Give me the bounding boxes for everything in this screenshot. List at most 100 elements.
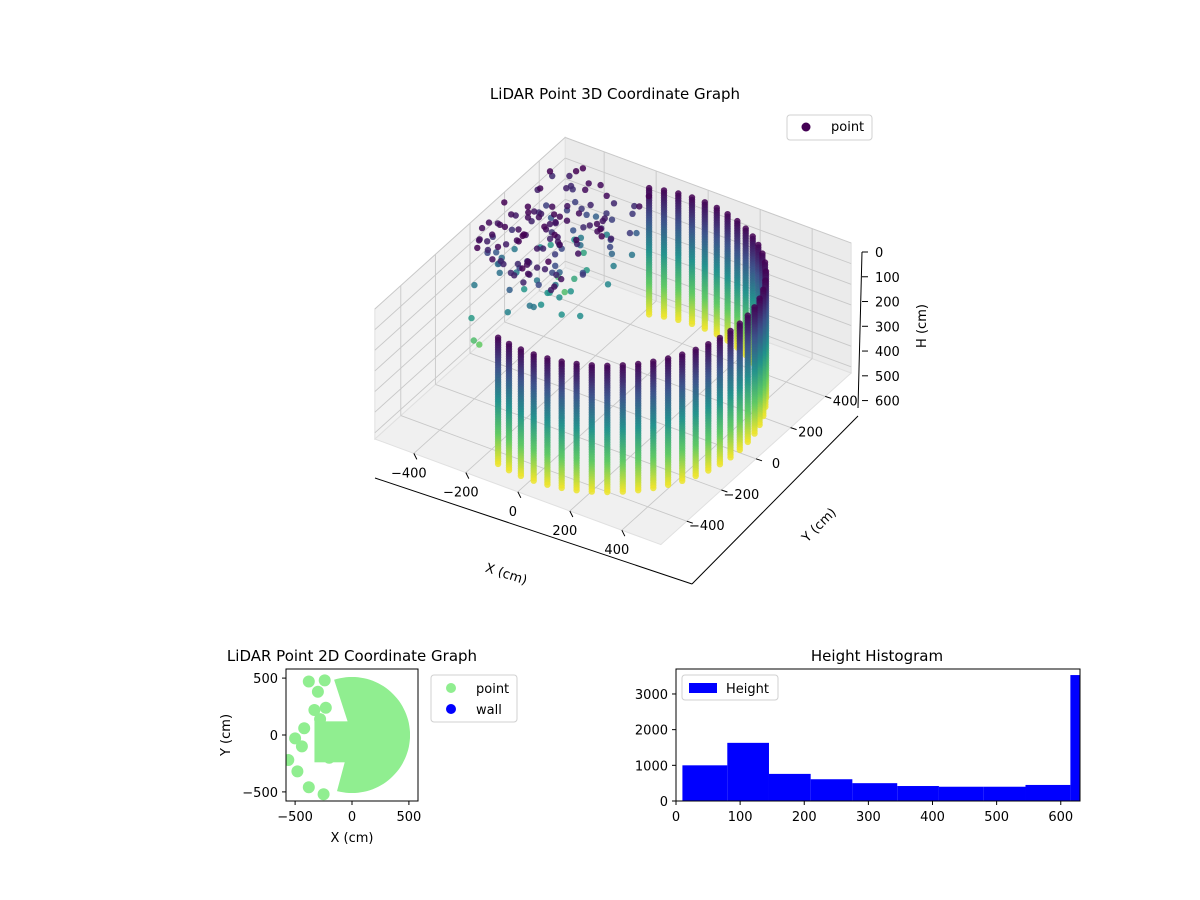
3d-point [494, 243, 502, 251]
2d-x-tick-label: 0 [348, 810, 356, 825]
3d-point [537, 301, 545, 308]
3d-point [474, 244, 481, 252]
histogram-axes: 0 100 200 300 400 500 600 0 1000 2000 3000 [635, 688, 1073, 825]
3d-point [511, 245, 518, 253]
chart-3d-title: LiDAR Point 3D Coordinate Graph [490, 85, 740, 103]
3d-y-tick [686, 520, 693, 524]
histogram-bar [768, 773, 811, 801]
3d-y-tick [755, 458, 763, 462]
3d-grid-line [564, 178, 852, 285]
3d-x-tick [517, 491, 522, 499]
3d-point [533, 264, 541, 271]
3d-point [504, 309, 511, 316]
panel-2d: LiDAR Point 2D Coordinate Graph −500 0 500… [219, 647, 518, 846]
3d-point [688, 320, 696, 327]
3d-point [484, 246, 492, 254]
2d-point [298, 722, 311, 735]
3d-point [496, 269, 503, 276]
3d-point [546, 220, 554, 228]
3d-y-tick-label: −200 [724, 488, 760, 503]
3d-point [524, 270, 532, 277]
2d-point [311, 685, 324, 698]
3d-y-tick [825, 395, 832, 399]
2d-point [286, 754, 295, 766]
3d-x-tick-label: −200 [443, 486, 479, 501]
3d-point [561, 288, 568, 296]
3d-point [573, 487, 580, 494]
3d-point [572, 168, 580, 175]
3d-point [604, 281, 612, 288]
3d-point [572, 198, 579, 206]
panel-histogram: Height Histogram 0 100 200 300 400 500 600 0 100… [635, 647, 1081, 825]
2d-x-tick-label: 500 [396, 810, 421, 825]
3d-point [736, 446, 743, 454]
3d-point [502, 241, 510, 248]
3d-point [539, 245, 547, 252]
3d-grid-line [374, 178, 566, 351]
histogram-bar [852, 783, 898, 801]
3d-point [558, 484, 565, 492]
histogram-x-tick-label: 100 [728, 810, 753, 825]
3d-point [475, 237, 483, 244]
3d-point [603, 192, 610, 199]
3d-legend-marker-point [801, 122, 811, 132]
3d-grid-line [374, 137, 566, 310]
3d-grid-line [374, 260, 566, 434]
3d-point [470, 337, 477, 344]
histogram-x-tick-label: 200 [792, 810, 817, 825]
histogram-legend-label: Height [726, 682, 769, 697]
3d-x-tick [465, 472, 470, 479]
3d-point [592, 213, 600, 220]
3d-point [514, 260, 522, 268]
3d-point [563, 217, 571, 224]
3d-z-tick-label: 500 [875, 370, 900, 385]
3d-point [566, 172, 573, 180]
3d-y-axis: −400 −200 0 200 400 [686, 394, 859, 585]
3d-point [468, 314, 475, 322]
3d-grid-line [564, 260, 852, 368]
2d-point [317, 788, 330, 801]
3d-point [547, 241, 554, 249]
3d-y-axis-line [691, 415, 859, 585]
3d-x-tick-label: −400 [391, 466, 427, 481]
3d-point [535, 214, 543, 221]
3d-y-tick-label: 200 [798, 426, 823, 441]
3d-point [608, 250, 616, 257]
3d-legend-label-point: point [831, 120, 864, 135]
2d-x-tick-label: −500 [277, 810, 313, 825]
3d-point [756, 421, 763, 429]
2d-legend: point wall [430, 674, 518, 723]
3d-point [580, 224, 587, 231]
3d-point [679, 477, 686, 484]
3d-point [610, 200, 618, 207]
3d-point [524, 214, 532, 221]
3d-point [583, 211, 590, 218]
3d-point [604, 488, 611, 496]
3d-point [523, 261, 531, 268]
3d-point [628, 251, 636, 258]
3d-point [506, 286, 513, 294]
3d-point [570, 227, 577, 234]
histogram-legend-swatch [689, 683, 717, 693]
3d-point [478, 224, 486, 232]
3d-point [501, 223, 509, 231]
2d-y-tick-label: 500 [253, 672, 278, 687]
3d-point [517, 472, 525, 479]
3d-point [588, 488, 595, 495]
histogram-bar [1070, 675, 1080, 801]
3d-point [530, 303, 537, 311]
histogram-y-tick-label: 1000 [635, 759, 668, 774]
histogram-x-tick-label: 400 [920, 810, 945, 825]
3d-point [556, 294, 563, 301]
3d-point [556, 213, 563, 220]
3d-point [485, 219, 493, 226]
histogram-x-tick-label: 0 [672, 810, 680, 825]
3d-z-axis-label: H (cm) [915, 304, 930, 348]
2d-point-cloud [286, 674, 410, 801]
3d-point [744, 438, 751, 446]
3d-point [552, 218, 559, 226]
3d-z-tick-label: 400 [875, 345, 900, 360]
histogram-legend: Height [681, 674, 779, 701]
3d-point [519, 232, 526, 240]
